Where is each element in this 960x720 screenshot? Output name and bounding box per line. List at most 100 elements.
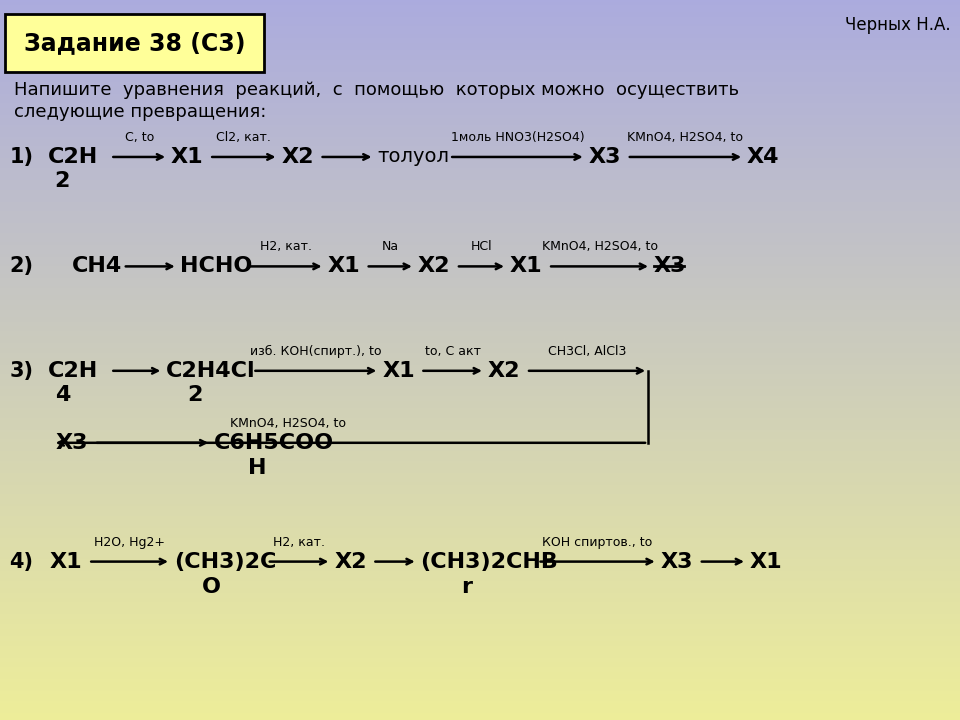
Bar (0, 127, 960, 130)
Bar (0, 569, 960, 571)
Bar (0, 312, 960, 315)
Bar (0, 461, 960, 463)
Bar (0, 574, 960, 576)
Text: O: O (202, 577, 221, 597)
Bar (0, 302, 960, 305)
Bar (0, 511, 960, 513)
Bar (0, 617, 960, 619)
Bar (0, 389, 960, 391)
Bar (0, 538, 960, 540)
Bar (0, 22, 960, 24)
Bar (0, 135, 960, 137)
Bar (0, 502, 960, 504)
Text: X3: X3 (56, 433, 88, 453)
Bar (0, 485, 960, 487)
Bar (0, 315, 960, 317)
Bar (0, 689, 960, 691)
Text: C2H: C2H (48, 147, 98, 167)
Bar (0, 365, 960, 367)
Bar (0, 571, 960, 574)
Bar (0, 567, 960, 569)
Text: Черных Н.А.: Черных Н.А. (845, 17, 950, 34)
Bar (0, 151, 960, 153)
Text: C2H: C2H (48, 361, 98, 381)
Bar (0, 564, 960, 567)
Bar (0, 542, 960, 545)
Bar (0, 523, 960, 526)
Bar (0, 41, 960, 43)
Bar (0, 648, 960, 650)
Bar (0, 679, 960, 682)
Bar (0, 24, 960, 27)
Bar (0, 595, 960, 598)
Bar (0, 94, 960, 96)
Bar (0, 670, 960, 672)
Bar (0, 295, 960, 297)
Bar (0, 0, 960, 2)
Text: X4: X4 (747, 147, 780, 167)
Text: 2: 2 (187, 384, 203, 405)
Bar (0, 650, 960, 653)
Bar (0, 209, 960, 211)
Bar (0, 266, 960, 269)
Text: X1: X1 (382, 361, 415, 381)
Text: СН4: СН4 (72, 256, 122, 276)
Bar (0, 250, 960, 252)
Bar (0, 475, 960, 477)
Bar (0, 307, 960, 310)
Bar (0, 189, 960, 192)
Bar (0, 444, 960, 446)
Bar (0, 322, 960, 324)
Bar (0, 238, 960, 240)
Text: 2: 2 (55, 171, 70, 191)
Bar (0, 703, 960, 706)
Bar (0, 545, 960, 547)
Bar (0, 300, 960, 302)
Bar (0, 14, 960, 17)
Bar (0, 600, 960, 603)
Bar (0, 194, 960, 197)
Bar (0, 377, 960, 379)
Text: H2, кат.: H2, кат. (260, 240, 312, 253)
Text: r: r (461, 577, 471, 597)
Bar (0, 499, 960, 502)
Text: толуол: толуол (377, 148, 449, 166)
Bar (0, 245, 960, 247)
Bar (0, 441, 960, 444)
Text: CH3Cl, AlCl3: CH3Cl, AlCl3 (548, 345, 626, 358)
Bar (0, 477, 960, 480)
Bar (0, 631, 960, 634)
Bar (0, 211, 960, 214)
Bar (0, 70, 960, 72)
Bar (0, 317, 960, 319)
Bar (0, 504, 960, 506)
Bar (0, 187, 960, 189)
Bar (0, 562, 960, 564)
Text: X3: X3 (654, 256, 686, 276)
Bar (0, 130, 960, 132)
Bar (0, 607, 960, 610)
Bar (0, 660, 960, 662)
Bar (0, 110, 960, 113)
Bar (0, 468, 960, 470)
Bar (0, 252, 960, 254)
Text: KMnO4, H2SO4, to: KMnO4, H2SO4, to (541, 240, 658, 253)
Bar (0, 434, 960, 437)
Bar (0, 432, 960, 434)
Bar (0, 492, 960, 495)
Text: (CH3)2CHВ: (CH3)2CHВ (420, 552, 559, 572)
Bar (0, 63, 960, 65)
Bar (0, 156, 960, 158)
Bar (0, 163, 960, 166)
Bar (0, 233, 960, 235)
Bar (0, 207, 960, 209)
Bar (0, 348, 960, 351)
Bar (0, 367, 960, 369)
Bar (0, 173, 960, 175)
Bar (0, 470, 960, 473)
Bar (0, 549, 960, 552)
Bar (0, 101, 960, 103)
Bar (0, 698, 960, 701)
Text: 1): 1) (10, 147, 34, 167)
Bar (0, 590, 960, 593)
